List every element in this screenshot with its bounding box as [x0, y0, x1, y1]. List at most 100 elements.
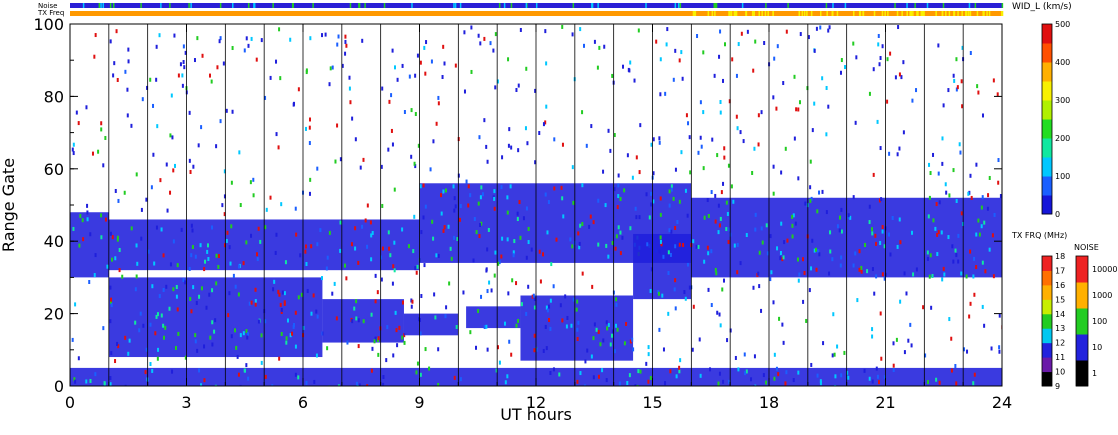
noise-strip-accent	[112, 3, 115, 8]
txfreq-strip-accent	[986, 11, 988, 16]
echo-cell	[213, 329, 216, 334]
echo-cell	[158, 33, 161, 38]
echo-cell	[996, 92, 999, 97]
txfreq-strip-accent	[873, 11, 876, 16]
echo-cell	[157, 347, 160, 352]
echo-cell	[981, 304, 984, 309]
x-tick-label: 18	[759, 393, 779, 412]
echo-cell	[973, 372, 976, 377]
echo-cell	[635, 155, 638, 160]
echo-cell	[672, 77, 675, 82]
echo-cell	[852, 41, 855, 46]
echo-cell	[872, 172, 875, 177]
echo-cell	[611, 241, 614, 246]
txfreq-strip-accent	[935, 11, 937, 16]
echo-cell	[647, 379, 650, 384]
echo-cell	[589, 214, 592, 219]
echo-cell	[775, 366, 778, 371]
echo-cell	[719, 323, 722, 328]
echo-cell	[992, 274, 995, 279]
echo-cell	[876, 374, 879, 379]
echo-cell	[285, 340, 288, 345]
echo-cell	[667, 311, 670, 316]
echo-cell	[434, 315, 437, 320]
echo-cell	[691, 347, 694, 352]
echo-cell	[169, 190, 172, 195]
echo-cell	[564, 294, 567, 299]
echo-cell	[444, 188, 447, 193]
echo-cell	[239, 203, 242, 208]
echo-cell	[892, 363, 895, 368]
echo-cell	[215, 144, 218, 149]
echo-cell	[435, 121, 438, 126]
echo-cell	[486, 159, 489, 164]
echo-cell	[760, 226, 763, 231]
echo-cell	[245, 363, 248, 368]
echo-cell	[902, 130, 905, 135]
echo-cell	[264, 225, 267, 230]
echo-cell	[346, 340, 349, 345]
noise-strip-accent	[188, 3, 190, 8]
echo-cell	[717, 381, 720, 386]
echo-cell	[952, 73, 955, 78]
echo-cell	[493, 196, 496, 201]
echo-cell	[603, 44, 606, 49]
echo-cell	[576, 336, 579, 341]
echo-cell	[616, 205, 619, 210]
echo-cell	[659, 235, 662, 240]
echo-cell	[753, 146, 756, 151]
echo-cell	[525, 311, 528, 316]
echo-cell	[544, 120, 547, 125]
echo-cell	[109, 376, 112, 381]
echo-cell	[486, 247, 489, 252]
echo-cell	[720, 190, 723, 195]
echo-cell	[991, 233, 994, 238]
echo-cell	[515, 323, 518, 328]
echo-cell	[210, 79, 213, 84]
echo-cell	[75, 110, 78, 115]
echo-cell	[829, 249, 832, 254]
echo-cell	[726, 338, 729, 343]
echo-cell	[154, 331, 157, 336]
echo-cell	[100, 213, 103, 218]
echo-cell	[746, 29, 749, 34]
echo-cell	[997, 158, 1000, 163]
echo-cell	[109, 39, 112, 44]
echo-cell	[110, 300, 113, 305]
echo-cell	[606, 326, 609, 331]
echo-cell	[429, 167, 432, 172]
echo-cell	[237, 292, 240, 297]
echo-cell	[728, 379, 731, 384]
txfreq-strip-accent	[922, 11, 925, 16]
echo-cell	[214, 318, 217, 323]
colorbar-tick-label: 13	[1055, 324, 1065, 333]
echo-cell	[325, 266, 328, 271]
echo-cell	[879, 311, 882, 316]
echo-cell	[479, 41, 482, 46]
echo-cell	[931, 273, 934, 278]
echo-cell	[674, 48, 677, 53]
echo-cell	[123, 190, 126, 195]
echo-cell	[291, 331, 294, 336]
noise-strip-accent	[109, 3, 112, 8]
echo-cell	[980, 205, 983, 210]
echo-cell	[171, 369, 174, 374]
echo-cell	[127, 59, 130, 64]
echo-cell	[118, 247, 121, 252]
echo-cell	[280, 307, 283, 312]
echo-cell	[494, 85, 497, 90]
echo-cell	[715, 271, 718, 276]
echo-cell	[757, 142, 760, 147]
echo-cell	[618, 381, 621, 386]
echo-cell	[605, 378, 608, 383]
echo-cell	[631, 175, 634, 180]
echo-cell	[736, 242, 739, 247]
echo-cell	[926, 250, 929, 255]
echo-cell	[289, 37, 292, 42]
txfreq-colorbar-title: TX FRQ (MHz)	[1011, 231, 1067, 240]
echo-cell	[102, 163, 105, 168]
echo-cell	[883, 244, 886, 249]
echo-cell	[394, 310, 397, 315]
echo-cell	[339, 248, 342, 253]
echo-cell	[892, 368, 895, 373]
